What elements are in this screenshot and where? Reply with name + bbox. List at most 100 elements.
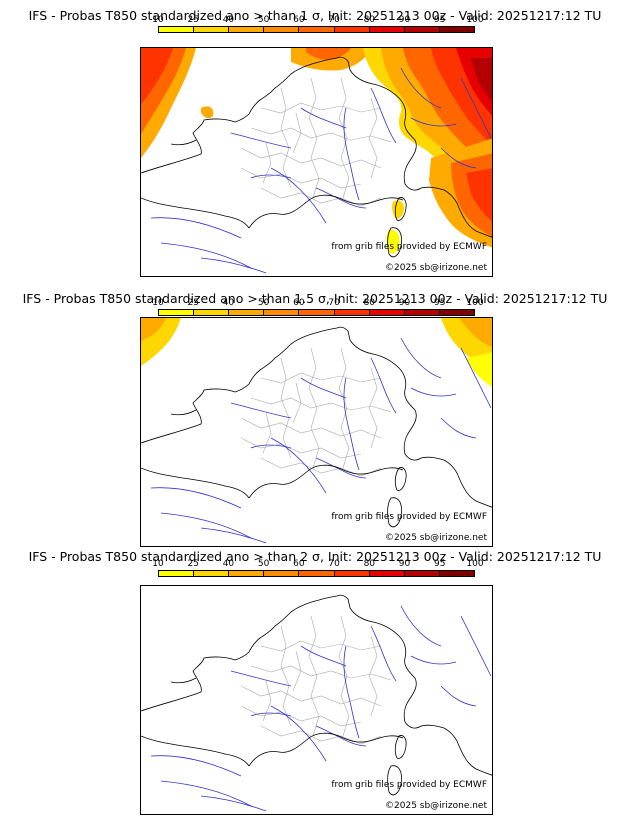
probability-map: from grib files provided by ECMWF ©2025 s… [140, 47, 493, 277]
river [231, 671, 291, 686]
region-border [261, 458, 381, 476]
copyright-credit: ©2025 sb@irizone.net [385, 533, 487, 543]
river [151, 488, 241, 508]
copyright-credit: ©2025 sb@irizone.net [385, 801, 487, 811]
probability-area [466, 352, 493, 388]
colorbar-tick: 80 [364, 559, 375, 569]
colorbar-swatch [370, 27, 405, 32]
colorbar-tick: 70 [328, 15, 339, 25]
region-border [241, 168, 361, 188]
coastline [141, 198, 249, 228]
colorbar-tick: 60 [293, 559, 304, 569]
island-outline [395, 467, 406, 490]
colorbar-tick: 50 [258, 15, 269, 25]
river [271, 438, 326, 493]
river [251, 445, 291, 448]
colorbar-swatch [229, 27, 264, 32]
river [371, 358, 396, 413]
river [271, 706, 326, 761]
colorbar-tick: 25 [187, 15, 198, 25]
river [251, 175, 291, 178]
colorbar-swatch [405, 571, 440, 576]
colorbar-swatch [194, 27, 229, 32]
colorbar-swatch [194, 310, 229, 315]
river [411, 388, 456, 396]
region-border [241, 706, 361, 726]
region-border [261, 641, 381, 651]
coastline [171, 410, 196, 415]
region-border [261, 103, 381, 113]
map-panel-2: IFS - Probas T850 standardized ano > tha… [0, 283, 630, 553]
colorbar-tick: 40 [223, 15, 234, 25]
probability-area [392, 200, 404, 218]
river [411, 656, 456, 664]
colorbar-tick: 25 [187, 298, 198, 308]
colorbar-swatch [264, 571, 299, 576]
colorbar-swatch [299, 27, 334, 32]
colorbar-tick: 95 [434, 15, 445, 25]
river [271, 168, 326, 223]
coastline [141, 595, 493, 776]
colorbar-swatch [264, 310, 299, 315]
colorbar-swatch [370, 310, 405, 315]
colorbar [158, 570, 475, 577]
coastline [171, 678, 196, 683]
source-credit: from grib files provided by ECMWF [331, 242, 487, 252]
region-border [281, 88, 291, 188]
region-border [293, 651, 301, 691]
colorbar-tick: 80 [364, 15, 375, 25]
region-border [261, 726, 381, 744]
colorbar-labels: 10 25 40 50 60 70 80 90 95 100 [158, 298, 475, 308]
colorbar-swatch [335, 310, 370, 315]
colorbar-tick: 40 [223, 298, 234, 308]
coastline [141, 468, 249, 498]
probability-map: from grib files provided by ECMWF ©2025 s… [140, 317, 493, 547]
colorbar-swatch [335, 27, 370, 32]
region-border [339, 616, 349, 736]
river [371, 88, 396, 143]
region-border [281, 358, 291, 458]
river [401, 338, 441, 378]
probability-area [201, 106, 213, 118]
river [231, 403, 291, 418]
colorbar-tick: 40 [223, 559, 234, 569]
coastline [249, 195, 403, 228]
colorbar-labels: 10 25 40 50 60 70 80 90 95 100 [158, 559, 475, 569]
river [441, 418, 476, 438]
map-panel-1: IFS - Probas T850 standardized ano > tha… [0, 0, 630, 270]
colorbar-tick: 90 [399, 559, 410, 569]
region-border [241, 438, 361, 458]
colorbar-swatch [405, 310, 440, 315]
colorbar-labels: 10 25 40 50 60 70 80 90 95 100 [158, 15, 475, 25]
colorbar-tick: 100 [466, 15, 483, 25]
coastline [249, 465, 403, 498]
colorbar-swatch [440, 27, 474, 32]
colorbar-swatch [440, 310, 474, 315]
colorbar-swatch [299, 310, 334, 315]
region-border [261, 373, 381, 383]
river [371, 626, 396, 681]
coastline [141, 327, 493, 508]
region-border [339, 78, 349, 198]
source-credit: from grib files provided by ECMWF [331, 512, 487, 522]
colorbar-tick: 95 [434, 559, 445, 569]
colorbar-tick: 70 [328, 298, 339, 308]
colorbar-tick: 90 [399, 298, 410, 308]
colorbar-tick: 80 [364, 298, 375, 308]
colorbar-tick: 100 [466, 298, 483, 308]
island-outline [395, 735, 406, 758]
region-border [293, 383, 301, 423]
colorbar-swatch [229, 571, 264, 576]
colorbar-swatch [440, 571, 474, 576]
colorbar-tick: 60 [293, 298, 304, 308]
colorbar-tick: 90 [399, 15, 410, 25]
colorbar-swatch [405, 27, 440, 32]
coastline [249, 733, 403, 766]
river [461, 616, 491, 676]
region-border [293, 113, 301, 153]
colorbar-swatch [264, 27, 299, 32]
colorbar-tick: 60 [293, 15, 304, 25]
region-border [261, 188, 381, 206]
probability-map: from grib files provided by ECMWF ©2025 s… [140, 585, 493, 815]
colorbar-swatch [159, 27, 194, 32]
